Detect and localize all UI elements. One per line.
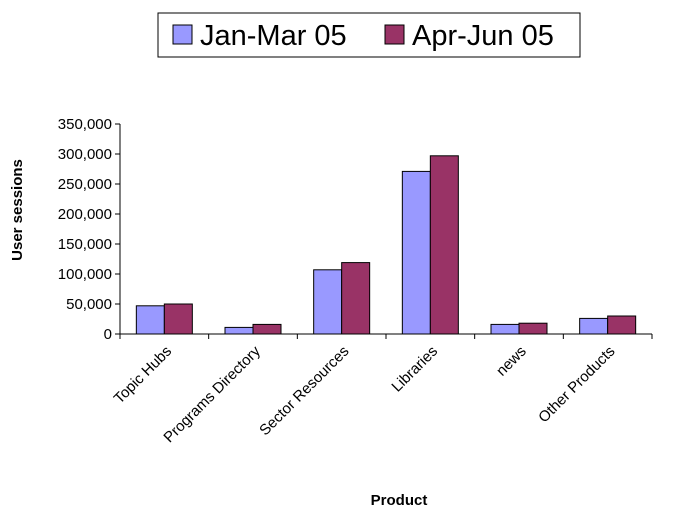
y-tick-label: 50,000 (66, 296, 112, 313)
x-axis-title: Product (371, 492, 428, 509)
bar-series-1 (490, 323, 520, 335)
y-tick-label: 250,000 (58, 176, 112, 193)
x-category-label: Topic Hubs (111, 343, 175, 407)
bar-series-1 (579, 317, 609, 335)
y-tick-label: 300,000 (58, 146, 112, 163)
y-tick-label: 150,000 (58, 236, 112, 253)
bar-series-1 (401, 170, 431, 335)
bars (135, 155, 637, 335)
bar-series-2 (252, 323, 282, 335)
bar-series-1 (135, 305, 165, 335)
bar-series-2 (429, 155, 459, 335)
bar-series-1 (224, 326, 254, 335)
y-tick-label: 0 (104, 326, 112, 343)
legend-label: Apr-Jun 05 (412, 20, 554, 52)
bar-series-2 (341, 262, 371, 335)
y-axis-title: User sessions (9, 159, 26, 261)
x-category-label: Other Products (535, 343, 618, 426)
y-tick-label: 100,000 (58, 266, 112, 283)
legend-swatch (172, 24, 193, 45)
legend-swatch (384, 24, 405, 45)
bar-series-1 (313, 269, 343, 335)
y-axis: 0 50,000 100,000 150,000 200,000 250,000 300,0… (58, 116, 121, 343)
x-category-label: Programs Directory (160, 342, 264, 446)
x-category-label: news (493, 343, 530, 380)
x-category-label: Sector Resources (256, 343, 352, 439)
legend-label: Jan-Mar 05 (200, 20, 347, 52)
bar-series-2 (163, 303, 193, 335)
bar-series-2 (607, 315, 637, 335)
y-tick-label: 350,000 (58, 116, 112, 133)
legend: Jan-Mar 05 Apr-Jun 05 (157, 12, 581, 58)
legend-box (157, 12, 581, 58)
y-tick-label: 200,000 (58, 206, 112, 223)
x-category-label: Libraries (388, 343, 441, 396)
bar-series-2 (518, 322, 548, 335)
